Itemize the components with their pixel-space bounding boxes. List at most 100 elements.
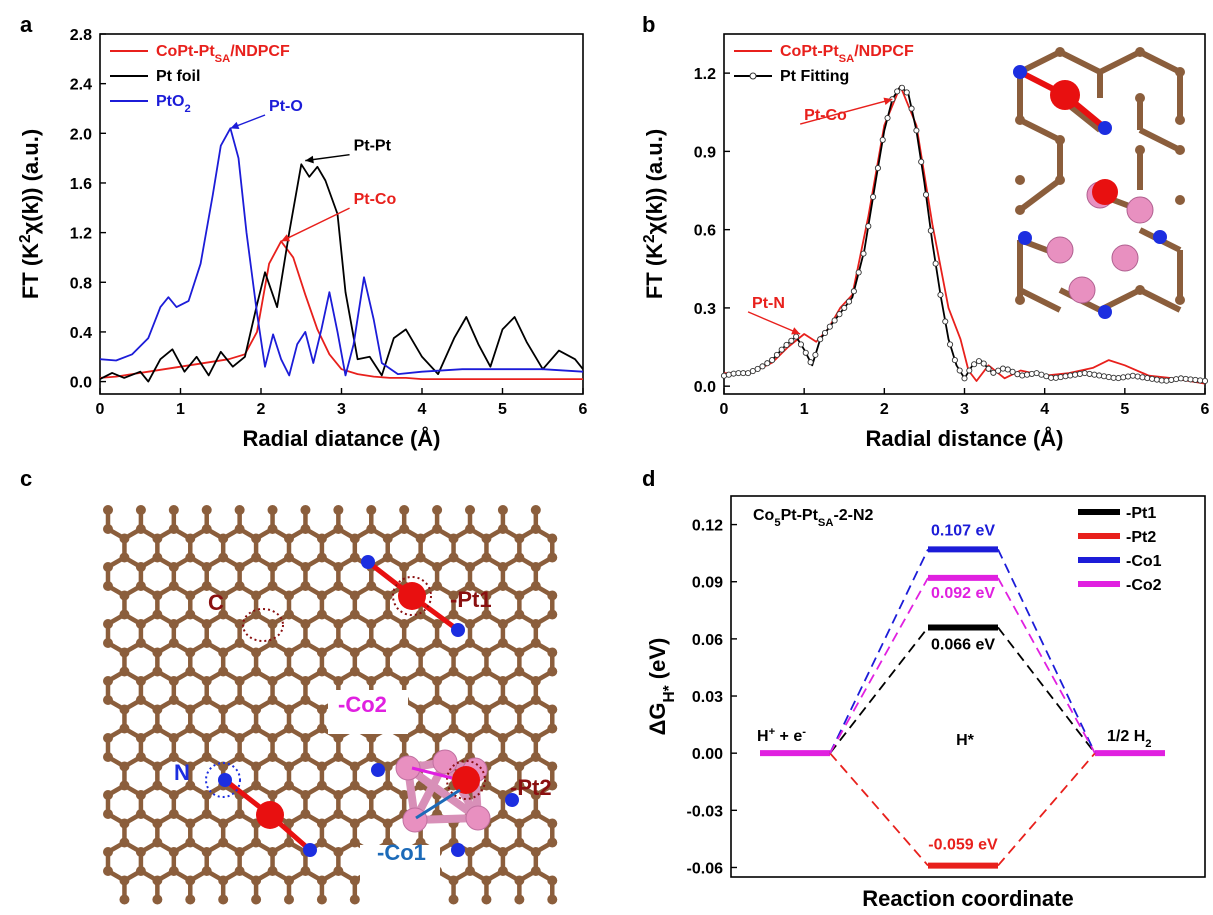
fit-marker — [1096, 372, 1103, 379]
carbon-atom — [119, 780, 130, 791]
carbon-atom — [399, 638, 410, 648]
y-tick-label-d: -0.06 — [687, 860, 724, 877]
carbon-atom — [547, 818, 558, 829]
y-tick-label-a: 2.0 — [70, 126, 92, 143]
carbon-atom — [103, 638, 113, 648]
legend-label-b: CoPt-PtSA/NDPCF — [780, 43, 914, 65]
carbon-atom — [464, 581, 475, 591]
fit-marker — [1139, 374, 1146, 381]
inset-bond — [1058, 49, 1102, 75]
carbon-atom — [349, 533, 360, 544]
x-axis-title-b: Radial distance (Å) — [865, 425, 1063, 451]
carbon-atom — [333, 790, 344, 800]
carbon-atom — [168, 676, 179, 686]
carbon-atom — [382, 818, 393, 829]
state-label-initial-part: H — [757, 728, 769, 745]
carbon-atom — [218, 647, 229, 658]
carbon-atom — [415, 704, 426, 715]
carbon-atom — [448, 552, 459, 563]
inset-pt-atom — [1092, 179, 1118, 205]
y-tick-label-a: 1.2 — [70, 226, 92, 243]
y-tick-label-a: 0.8 — [70, 275, 92, 292]
carbon-atom — [514, 818, 525, 829]
carbon-atom — [152, 552, 163, 563]
legend-label-a-part: Pt foil — [156, 68, 200, 85]
fit-marker — [1105, 373, 1112, 381]
carbon-atom — [251, 647, 262, 658]
series-line-b-0 — [724, 85, 1206, 385]
diagram-title-part: Pt-Pt — [781, 507, 819, 524]
carbon-atom — [135, 505, 146, 515]
carbon-atom — [530, 619, 541, 629]
carbon-atom — [168, 847, 179, 857]
carbon-atom — [481, 837, 492, 848]
y-tick-label-d: 0.06 — [692, 632, 723, 649]
carbon-atom — [283, 780, 294, 791]
fit-marker — [764, 360, 771, 367]
carbon-atom — [415, 647, 426, 658]
carbon-atom — [283, 666, 294, 677]
y-axis-title-d-part: (eV) — [645, 638, 670, 686]
carbon-atom — [185, 818, 196, 829]
carbon-atom — [152, 837, 163, 848]
carbon-atom — [185, 761, 196, 772]
fit-marker — [1004, 366, 1011, 373]
carbon-atom — [415, 666, 426, 677]
carbon-atom — [283, 761, 294, 772]
carbon-atom — [448, 875, 459, 886]
carbon-atom — [234, 524, 245, 534]
inset-co-atom — [1068, 276, 1096, 304]
y-tick-label-b: 0.3 — [694, 301, 716, 318]
carbon-atom — [333, 676, 344, 686]
carbon-atom — [448, 666, 459, 677]
fit-marker — [1023, 371, 1031, 378]
state-label-final: 1/2 H2 — [1107, 728, 1151, 750]
carbon-atom — [432, 733, 443, 743]
fit-marker — [850, 288, 857, 295]
x-tick-label-a: 2 — [257, 401, 266, 418]
carbon-atom — [267, 619, 278, 629]
state-label-initial-part: - — [802, 726, 806, 738]
carbon-atom — [366, 790, 377, 800]
carbon-atom — [119, 533, 130, 544]
carbon-atom — [218, 552, 229, 563]
chart-panel-a: 0 1 2 3 4 5 6 0.0 0.4 0.8 1.2 1.6 2.0 2.4 2.8 Radial di… — [17, 27, 588, 451]
carbon-atom — [333, 733, 344, 743]
x-tick-label-a: 4 — [418, 401, 427, 418]
panel-letter-c: c — [20, 466, 32, 491]
carbon-atom — [464, 638, 475, 648]
carbon-atom — [366, 752, 377, 762]
carbon-atom — [547, 704, 558, 715]
carbon-atom — [497, 581, 508, 591]
inset-n-atom — [1018, 231, 1032, 245]
co2-pt2-arrow — [411, 766, 453, 780]
inset-bond — [1098, 49, 1142, 75]
y-axis-title-a-part: FT (K — [18, 243, 43, 299]
carbon-atom — [300, 619, 311, 629]
carbon-atom — [185, 609, 196, 620]
x-tick-label-b: 3 — [960, 401, 969, 418]
carbon-atom — [399, 676, 410, 686]
carbon-atom — [201, 638, 212, 648]
carbon-atom — [135, 638, 146, 648]
carbon-atom — [432, 562, 443, 572]
carbon-atom — [201, 619, 212, 629]
carbon-atom — [152, 894, 163, 905]
fit-marker — [1124, 373, 1132, 380]
carbon-atom — [135, 562, 146, 572]
annotation-label: Pt-Co — [804, 107, 847, 124]
carbon-atom — [135, 733, 146, 743]
carbon-atom — [333, 562, 344, 572]
carbon-atom — [497, 676, 508, 686]
carbon-atom — [234, 619, 245, 629]
legend-label-a: CoPt-PtSA/NDPCF — [156, 43, 290, 65]
y-tick-label-d: -0.03 — [687, 803, 724, 820]
fit-marker — [821, 329, 829, 337]
fit-marker — [966, 367, 973, 374]
x-tick-label-a: 0 — [96, 401, 105, 418]
fit-marker — [788, 337, 795, 344]
carbon-atom — [103, 866, 113, 876]
nitrogen-atom — [361, 555, 375, 569]
carbon-atom — [464, 695, 475, 705]
